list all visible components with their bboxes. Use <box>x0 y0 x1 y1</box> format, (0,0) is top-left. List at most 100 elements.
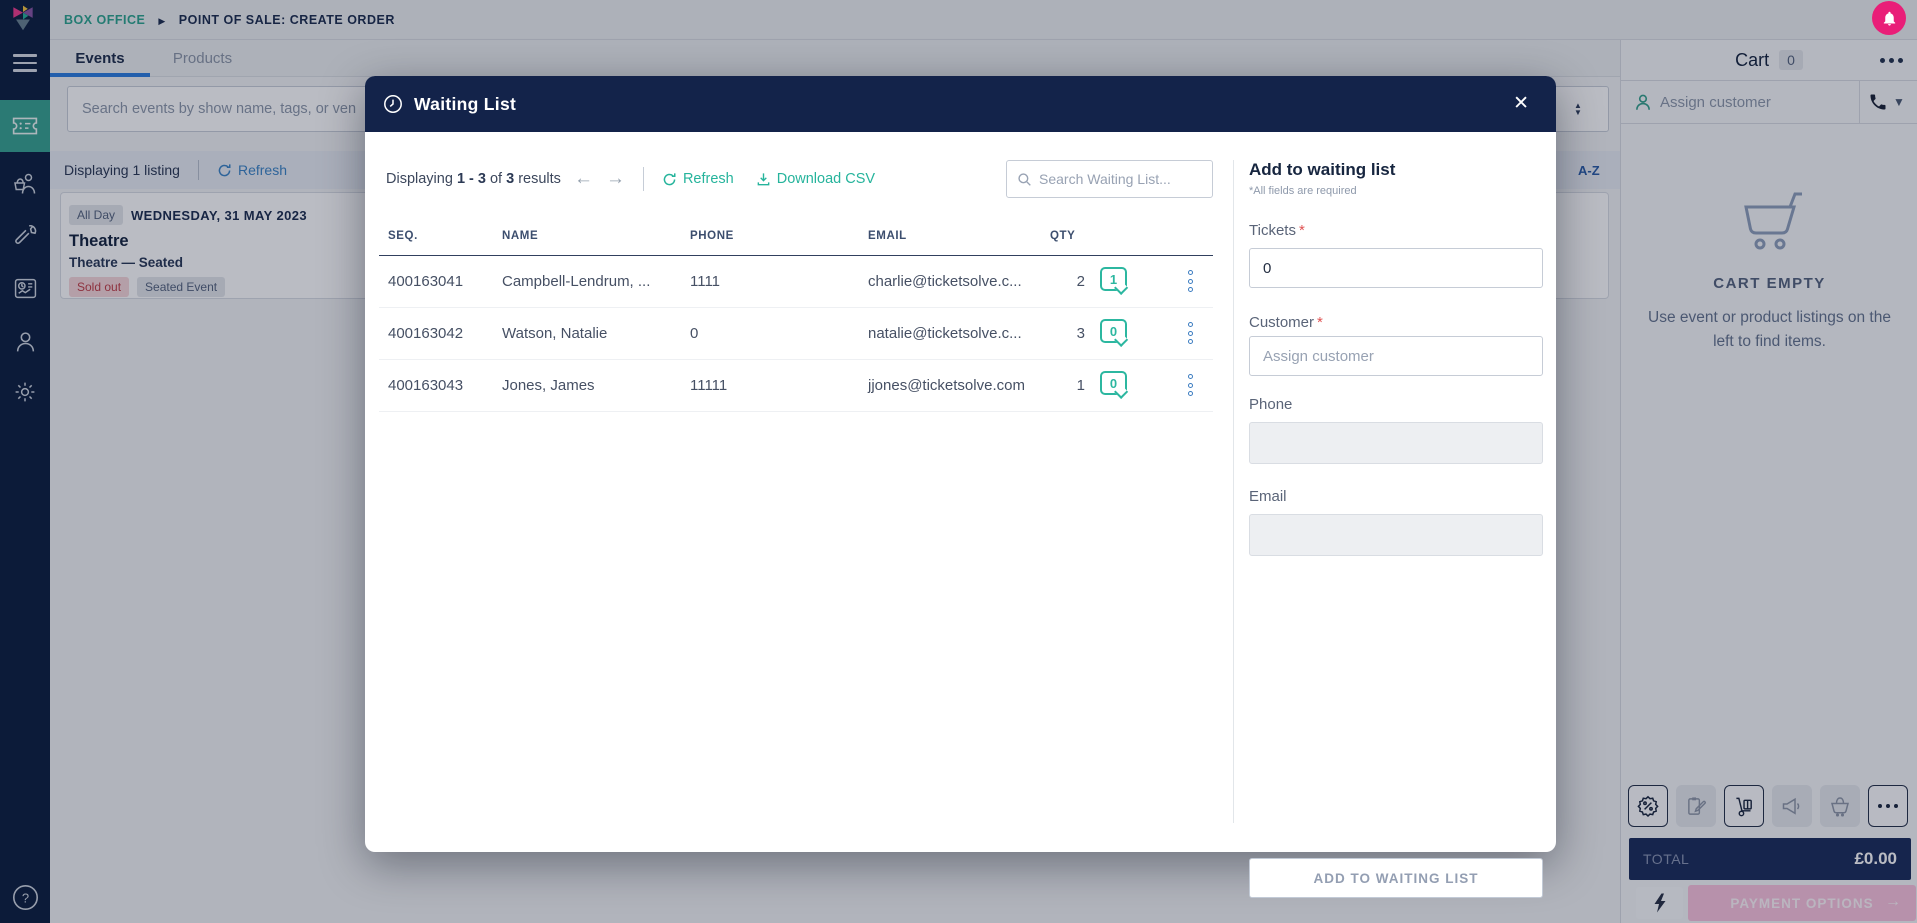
sidebar-item-box-office[interactable] <box>0 100 50 152</box>
cell-name: Campbell-Lendrum, ... <box>502 273 651 290</box>
notes-count-button[interactable]: 0 <box>1100 319 1127 343</box>
cell-email: charlie@ticketsolve.c... <box>868 273 1022 290</box>
prev-page-button[interactable]: ← <box>573 168 593 189</box>
listing-refresh-label: Refresh <box>237 162 287 178</box>
event-date: WEDNESDAY, 31 MAY 2023 <box>131 207 307 223</box>
sidebar-item-sales[interactable] <box>0 157 50 209</box>
add-to-waiting-list-panel: Add to waiting list *All fields are requ… <box>1249 160 1543 898</box>
cart-assign-customer-row: ▼ <box>1621 81 1917 124</box>
cart-icon <box>1743 192 1802 250</box>
add-to-waiting-list-button[interactable]: ADD TO WAITING LIST <box>1249 858 1543 898</box>
cart-more-button[interactable] <box>1880 57 1903 63</box>
row-menu-button[interactable] <box>1182 372 1199 398</box>
cart-total-bar: TOTAL £0.00 <box>1629 838 1911 880</box>
sidebar-item-reports[interactable] <box>0 262 50 314</box>
table-row: 400163042 Watson, Natalie 0 natalie@tick… <box>379 308 1213 360</box>
row-menu-button[interactable] <box>1182 268 1199 294</box>
person-icon <box>1636 94 1650 110</box>
customer-label: Customer * <box>1249 314 1323 331</box>
listing-refresh-link[interactable]: Refresh <box>217 162 287 178</box>
row-menu-button[interactable] <box>1182 320 1199 346</box>
caret-down-icon[interactable]: ▼ <box>1893 95 1905 109</box>
results-prefix: Displaying <box>386 171 453 187</box>
note-icon <box>1687 796 1706 815</box>
delivery-button[interactable] <box>1724 785 1764 827</box>
more-actions-button[interactable] <box>1868 785 1908 827</box>
payment-options-button[interactable]: PAYMENT OPTIONS → <box>1688 885 1916 921</box>
next-page-button[interactable]: → <box>605 168 625 189</box>
refresh-icon <box>663 172 676 185</box>
cell-name: Jones, James <box>502 377 595 394</box>
notes-count-button[interactable]: 1 <box>1100 267 1127 291</box>
sidebar-item-settings[interactable] <box>0 366 50 418</box>
clock-icon <box>384 95 402 113</box>
sidebar-item-customers[interactable] <box>0 315 50 367</box>
table-header-row: SEQ. NAME PHONE EMAIL QTY <box>379 226 1213 256</box>
modal-toolbar: Displaying 1 - 3 of 3 results ← → Refres… <box>386 160 897 198</box>
tab-products[interactable]: Products <box>150 40 255 76</box>
customer-input[interactable] <box>1249 336 1543 376</box>
notes-count-button[interactable]: 0 <box>1100 371 1127 395</box>
payment-options-label: PAYMENT OPTIONS <box>1730 895 1874 911</box>
sort-up-icon: ▲ <box>1574 101 1582 110</box>
cart-empty-state: CART EMPTY Use event or product listings… <box>1621 190 1917 354</box>
table-row: 400163041 Campbell-Lendrum, ... 1111 cha… <box>379 256 1213 308</box>
sort-az-label[interactable]: A-Z <box>1578 162 1600 178</box>
breadcrumb-box-office[interactable]: BOX OFFICE <box>64 12 146 27</box>
discount-icon <box>1637 795 1659 817</box>
megaphone-icon <box>1782 797 1800 815</box>
search-icon <box>1018 172 1031 186</box>
wrench-icon <box>14 224 36 244</box>
divider <box>642 167 644 191</box>
basket-button[interactable] <box>1820 785 1860 827</box>
quick-pay-button[interactable] <box>1636 887 1683 919</box>
cell-qty: 1 <box>1076 377 1085 394</box>
col-name: NAME <box>502 230 539 242</box>
sidebar-item-tools[interactable] <box>0 209 50 261</box>
phone-input[interactable] <box>1249 422 1543 464</box>
close-icon[interactable]: ✕ <box>1513 93 1529 114</box>
col-phone: PHONE <box>690 230 734 242</box>
bell-icon <box>1883 11 1895 26</box>
download-csv-link[interactable]: Download CSV <box>756 171 875 187</box>
phone-icon[interactable] <box>1868 92 1888 112</box>
required-asterisk: * <box>1317 314 1323 331</box>
sidebar: ? <box>0 0 50 923</box>
discount-button[interactable] <box>1628 785 1668 827</box>
email-input[interactable] <box>1249 514 1543 556</box>
col-qty: QTY <box>1050 230 1076 242</box>
cell-phone: 1111 <box>690 273 721 290</box>
note-button[interactable] <box>1676 785 1716 827</box>
basket-icon <box>1831 797 1849 817</box>
waiting-list-search-input[interactable] <box>1039 171 1199 187</box>
sold-out-badge: Sold out <box>69 277 130 297</box>
modal-header: Waiting List ✕ <box>365 76 1556 132</box>
tickets-label: Tickets * <box>1249 222 1305 239</box>
more-dots-icon <box>1877 803 1899 809</box>
tickets-input[interactable] <box>1249 248 1543 288</box>
cell-phone: 0 <box>690 325 699 342</box>
results-of: of <box>489 171 503 187</box>
tab-products-label: Products <box>172 49 233 67</box>
required-asterisk: * <box>1298 222 1305 239</box>
sidebar-item-help[interactable]: ? <box>0 871 50 923</box>
gear-icon <box>15 382 35 402</box>
cart-empty-text: Use event or product listings on the lef… <box>1648 309 1891 350</box>
divider <box>197 160 199 180</box>
active-tab-underline <box>50 73 150 77</box>
event-subtitle: Theatre — Seated <box>69 255 184 270</box>
basket-person-icon <box>14 173 36 194</box>
notification-bell-button[interactable] <box>1872 1 1906 35</box>
announce-button[interactable] <box>1772 785 1812 827</box>
cell-email: jjones@ticketsolve.com <box>868 377 1025 394</box>
tab-events[interactable]: Events <box>50 40 150 77</box>
cart-panel: Cart 0 ▼ CART EMPTY Use event or product… <box>1620 40 1917 923</box>
menu-icon[interactable] <box>13 54 37 74</box>
delivery-icon <box>1735 797 1752 816</box>
svg-text:?: ? <box>21 890 28 905</box>
listing-count: Displaying 1 listing <box>64 162 180 178</box>
cell-qty: 2 <box>1076 273 1085 290</box>
cart-assign-customer-input[interactable] <box>1660 93 1840 111</box>
help-icon: ? <box>12 884 38 910</box>
modal-refresh-link[interactable]: Refresh <box>662 171 734 187</box>
